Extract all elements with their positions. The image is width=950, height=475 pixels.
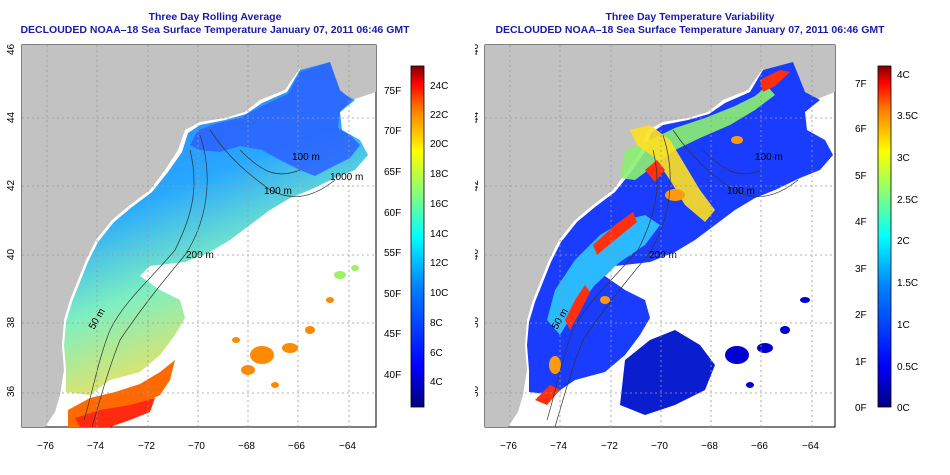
- lat-tick: 36: [6, 385, 17, 397]
- sst-shelf-blue: [190, 62, 360, 176]
- colorbar-c-label: 24C: [430, 81, 448, 92]
- sst-green-patches: [334, 265, 359, 279]
- colorbar-f-label: 3F: [855, 264, 867, 275]
- colorbar-fahrenheit-ticks: 40F 45F 50F 55F 60F 65F 70F 75F: [384, 86, 401, 381]
- graticule: [485, 45, 835, 427]
- lat-tick: 46: [6, 43, 17, 55]
- panel-subtitle: DECLOUDED NOAA–18 Sea Surface Temperatur…: [20, 24, 410, 36]
- colorbar-f-label: 1F: [855, 357, 867, 368]
- lat-tick: 38: [6, 316, 17, 328]
- lon-tick: −74: [87, 441, 104, 452]
- colorbar-f-label: 5F: [855, 171, 867, 182]
- panel-title: Three Day Temperature Variability: [605, 11, 775, 23]
- colorbar-f-label: 60F: [384, 208, 401, 219]
- panel-subtitle: DECLOUDED NOAA–18 Sea Surface Temperatur…: [495, 24, 885, 36]
- land-mass: [22, 45, 330, 427]
- contour-label: 200 m: [649, 250, 677, 261]
- contour-label: 100 m: [755, 152, 783, 163]
- colorbar-f-label: 55F: [384, 248, 401, 259]
- colorbar-f-label: 7F: [855, 79, 867, 90]
- lat-tick: 40: [475, 248, 481, 260]
- variability-offshore: [620, 330, 715, 415]
- colorbar-c-label: 14C: [430, 229, 448, 240]
- lon-tick: −72: [601, 441, 618, 452]
- colorbar-c-label: 18C: [430, 169, 448, 180]
- land-mass: [485, 45, 793, 427]
- graticule: [22, 45, 376, 427]
- colorbar-c-label: 6C: [430, 348, 443, 359]
- contour-label: 100 m: [727, 186, 755, 197]
- colorbar-c-label: 2.5C: [897, 195, 918, 206]
- lon-tick: −68: [701, 441, 718, 452]
- sst-map: 100 m 100 m 200 m 1000 m 50 m 36: [6, 43, 448, 452]
- colorbar-c-label: 4C: [897, 70, 910, 81]
- colorbar-c-label: 3.5C: [897, 111, 918, 122]
- panel-rolling-average: Three Day Rolling Average DECLOUDED NOAA…: [6, 11, 448, 452]
- bathymetry-contours: [83, 129, 336, 427]
- colorbar-f-label: 75F: [384, 86, 401, 97]
- lon-tick: −70: [651, 441, 668, 452]
- colorbar-c-label: 0.5C: [897, 362, 918, 373]
- colorbar-c-label: 20C: [430, 139, 448, 150]
- bathymetry-contours: [546, 129, 799, 427]
- colorbar-c-label: 1.5C: [897, 278, 918, 289]
- colorbar-f-label: 50F: [384, 289, 401, 300]
- lat-tick: 46: [475, 43, 481, 55]
- variability-scatter-blue: [725, 297, 810, 388]
- colorbar-c-label: 22C: [430, 110, 448, 121]
- colorbar-f-label: 45F: [384, 329, 401, 340]
- colorbar: [410, 65, 425, 408]
- lat-tick: 38: [475, 316, 481, 328]
- colorbar-c-label: 2C: [897, 236, 910, 247]
- colorbar-c-label: 10C: [430, 288, 448, 299]
- colorbar-f-label: 2F: [855, 310, 867, 321]
- sst-hot-core: [75, 398, 155, 427]
- lon-tick: −70: [188, 441, 205, 452]
- colorbar-f-label: 6F: [855, 124, 867, 135]
- lon-tick: −64: [802, 441, 819, 452]
- panel-title: Three Day Rolling Average: [148, 11, 282, 23]
- lat-tick: 44: [6, 111, 17, 123]
- colorbar-f-label: 4F: [855, 217, 867, 228]
- contour-label: 1000 m: [330, 172, 363, 183]
- variability-slope-yellow: [630, 125, 715, 222]
- lat-tick: 40: [6, 248, 17, 260]
- lon-tick: −66: [751, 441, 768, 452]
- colorbar-f-label: 40F: [384, 370, 401, 381]
- colorbar-celsius-ticks: 0C 0.5C 1C 1.5C 2C 2.5C 3C 3.5C 4C: [897, 70, 918, 414]
- lon-tick: −68: [238, 441, 255, 452]
- colorbar-fahrenheit-ticks: 0F 1F 2F 3F 4F 5F 6F 7F: [855, 79, 867, 414]
- lon-tick: −76: [37, 441, 54, 452]
- colorbar-f-label: 65F: [384, 167, 401, 178]
- contour-label: 100 m: [292, 152, 320, 163]
- panel-temperature-variability: Three Day Temperature Variability DECLOU…: [475, 0, 950, 475]
- variability-low: [527, 62, 833, 395]
- colorbar-c-label: 0C: [897, 403, 910, 414]
- colorbar-c-label: 3C: [897, 153, 910, 164]
- variability-hot-spots: [535, 70, 790, 405]
- colorbar-f-label: 0F: [855, 403, 867, 414]
- colorbar-c-label: 16C: [430, 199, 448, 210]
- lon-tick: −66: [288, 441, 305, 452]
- sst-warm-gulfstream: [68, 360, 175, 427]
- variability-map: 100 m 100 m 200 m 50 m 36 38 40 42: [475, 43, 918, 452]
- variability-orange-patches: [549, 136, 743, 374]
- colorbar-c-label: 4C: [430, 377, 443, 388]
- lon-tick: −74: [550, 441, 567, 452]
- contour-label: 200 m: [186, 250, 214, 261]
- lat-tick: 42: [475, 179, 481, 191]
- contour-label: 100 m: [264, 186, 292, 197]
- lat-tick: 44: [475, 111, 481, 123]
- colorbar-f-label: 70F: [384, 126, 401, 137]
- lat-tick: 42: [6, 179, 17, 191]
- colorbar-c-label: 1C: [897, 320, 910, 331]
- lon-tick: −72: [138, 441, 155, 452]
- colorbar-c-label: 12C: [430, 258, 448, 269]
- lon-tick: −64: [339, 441, 356, 452]
- colorbar-celsius-ticks: 4C 6C 8C 10C 12C 14C 16C 18C 20C 22C 24C: [430, 81, 448, 388]
- lat-tick: 36: [475, 385, 481, 397]
- colorbar-c-label: 8C: [430, 318, 443, 329]
- lon-tick: −76: [500, 441, 517, 452]
- colorbar: [877, 65, 892, 408]
